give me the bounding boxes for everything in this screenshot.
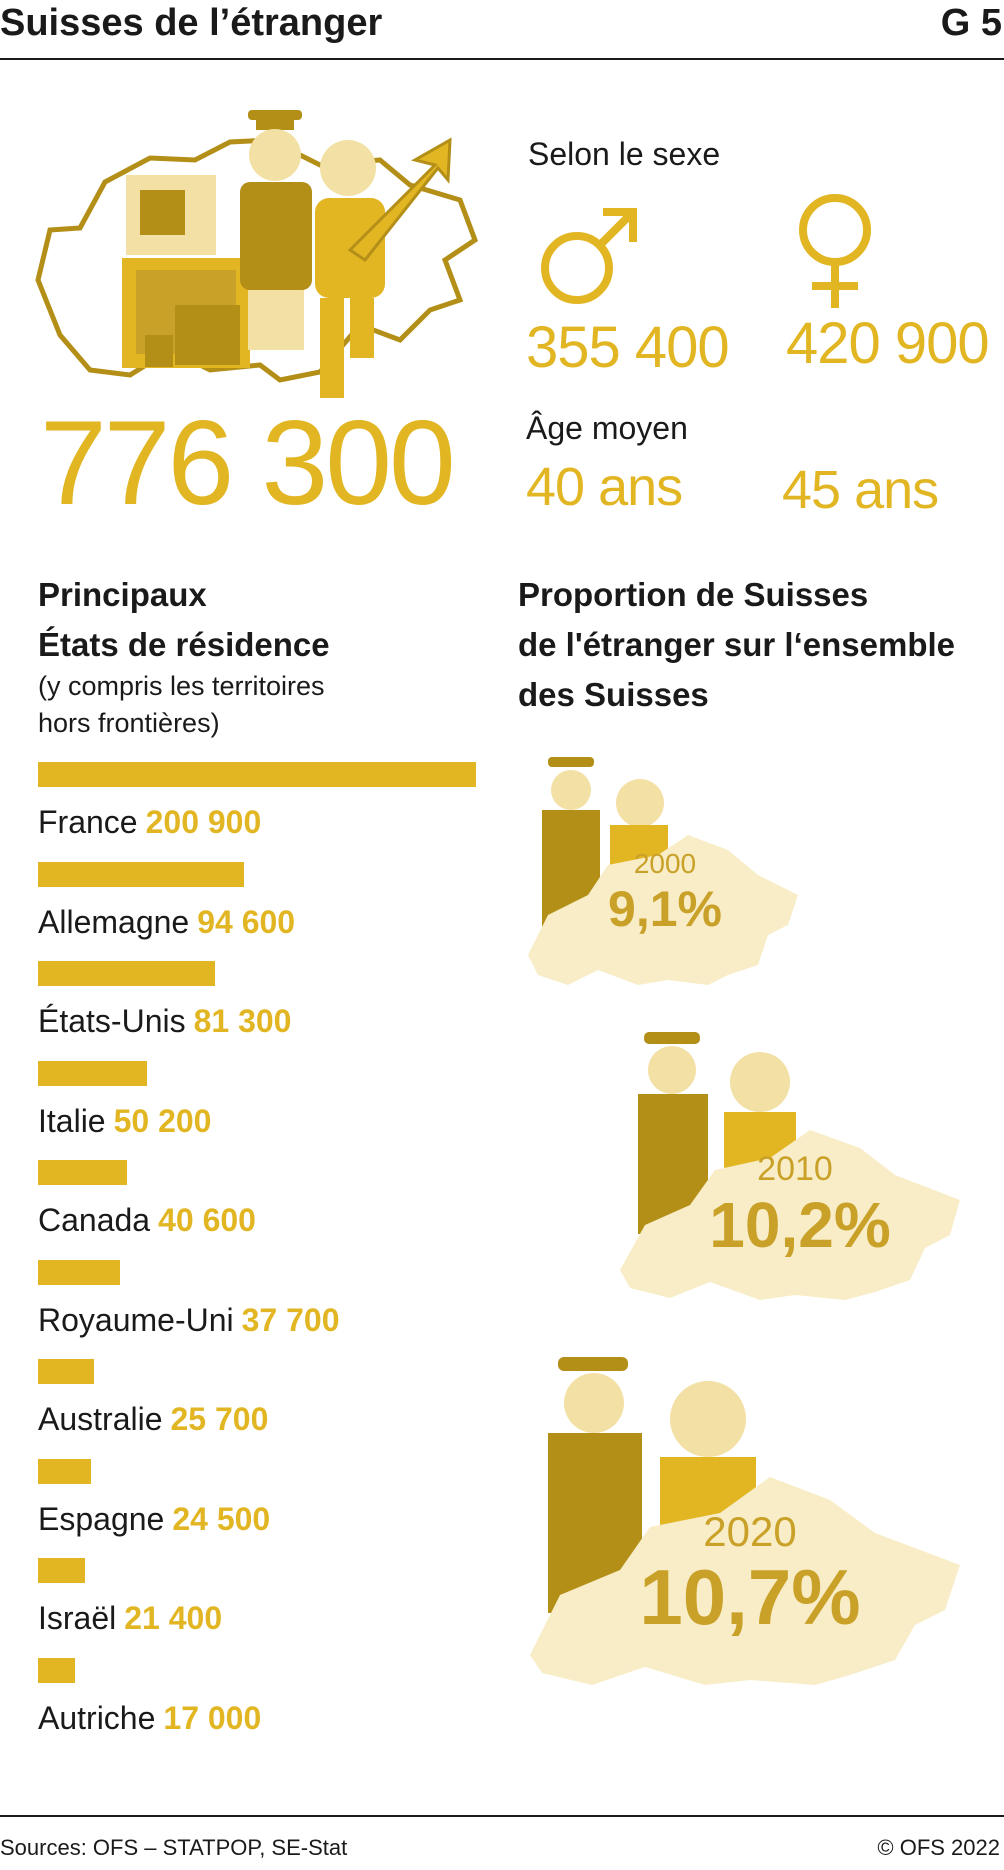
bar-5 bbox=[38, 1259, 120, 1285]
country-value: 17 000 bbox=[163, 1699, 262, 1736]
bar-label-4: Canada 40 600 bbox=[38, 1200, 256, 1240]
residence-title-line2: États de résidence bbox=[38, 626, 330, 663]
swiss-abroad-illustration bbox=[35, 110, 479, 398]
country-name: Israël bbox=[38, 1600, 117, 1636]
woman-head-icon bbox=[320, 140, 376, 196]
proportion-year-2010: 2010 bbox=[757, 1150, 833, 1188]
male-symbol-icon bbox=[541, 208, 637, 304]
bar-9 bbox=[38, 1657, 75, 1683]
bar-label-0: France 200 900 bbox=[38, 802, 261, 842]
footer-rule bbox=[0, 1815, 1004, 1817]
men-count: 355 400 bbox=[526, 315, 730, 380]
proportion-year-2020: 2020 bbox=[703, 1508, 797, 1555]
men-age: 40 ans bbox=[526, 457, 683, 517]
bar-7 bbox=[38, 1458, 91, 1484]
footer-source: Sources: OFS – STATPOP, SE-Stat bbox=[0, 1835, 348, 1860]
arrow-up-icon bbox=[347, 137, 452, 263]
country-value: 40 600 bbox=[158, 1202, 256, 1238]
age-title: Âge moyen bbox=[526, 410, 688, 446]
bar-label-2: États-Unis 81 300 bbox=[38, 1001, 291, 1041]
man-head-icon bbox=[249, 129, 301, 181]
country-value: 21 400 bbox=[124, 1600, 223, 1636]
bar-label-8: Israël 21 400 bbox=[38, 1598, 222, 1638]
sex-title: Selon le sexe bbox=[528, 136, 721, 172]
country-name: France bbox=[38, 804, 138, 840]
country-name: Autriche bbox=[38, 1699, 156, 1736]
country-name: Allemagne bbox=[38, 903, 190, 940]
bar-0 bbox=[38, 762, 476, 787]
proportion-year-2000: 2000 bbox=[633, 848, 697, 879]
bar-6 bbox=[38, 1359, 94, 1384]
proportion-title-line3: des Suisses bbox=[518, 676, 709, 713]
women-age: 45 ans bbox=[782, 460, 939, 520]
country-name: Royaume-Uni bbox=[38, 1301, 234, 1338]
country-value: 81 300 bbox=[193, 1003, 292, 1039]
women-count: 420 900 bbox=[786, 311, 990, 376]
country-value: 94 600 bbox=[197, 903, 296, 940]
bar-3 bbox=[38, 1060, 147, 1086]
country-name: États-Unis bbox=[38, 1003, 186, 1039]
bar-2 bbox=[38, 961, 215, 986]
country-value: 24 500 bbox=[172, 1500, 271, 1537]
bar-label-1: Allemagne 94 600 bbox=[38, 902, 295, 942]
bar-4 bbox=[38, 1160, 127, 1185]
header-rule bbox=[0, 58, 1004, 60]
total-count: 776 300 bbox=[40, 396, 456, 530]
bar-label-5: Royaume-Uni 37 700 bbox=[38, 1300, 340, 1340]
country-name: Canada bbox=[38, 1202, 151, 1238]
country-value: 37 700 bbox=[241, 1301, 340, 1338]
country-name: Espagne bbox=[38, 1500, 165, 1537]
proportion-value-2000: 9,1% bbox=[608, 881, 722, 937]
graphic-code: G 5 bbox=[940, 2, 1002, 44]
proportion-title-line1: Proportion de Suisses bbox=[518, 576, 869, 613]
bar-label-9: Autriche 17 000 bbox=[38, 1698, 261, 1738]
bar-1 bbox=[38, 861, 244, 887]
country-name: Australie bbox=[38, 1401, 163, 1437]
proportion-title-line2: de l'étranger sur l‘ensemble bbox=[518, 626, 956, 663]
bar-8 bbox=[38, 1558, 85, 1583]
man-body-icon bbox=[240, 182, 312, 290]
proportion-value-2020: 10,7% bbox=[639, 1553, 861, 1641]
country-value: 50 200 bbox=[113, 1102, 212, 1139]
residence-subtitle-line1: (y compris les territoires bbox=[38, 671, 325, 701]
page-title: Suisses de l’étranger bbox=[0, 2, 383, 44]
bar-label-6: Australie 25 700 bbox=[38, 1399, 268, 1439]
bar-label-7: Espagne 24 500 bbox=[38, 1499, 270, 1539]
proportion-2010-illustration bbox=[620, 1032, 960, 1300]
country-value: 25 700 bbox=[170, 1401, 269, 1437]
country-value: 200 900 bbox=[145, 804, 262, 840]
suitcase-icon bbox=[175, 305, 240, 365]
proportion-2000-illustration bbox=[528, 757, 798, 985]
residence-title-line1: Principaux bbox=[38, 576, 207, 613]
hat-icon bbox=[248, 110, 302, 120]
proportion-value-2010: 10,2% bbox=[709, 1189, 891, 1261]
footer-copyright: © OFS 2022 bbox=[877, 1835, 1000, 1860]
residence-subtitle-line2: hors frontières) bbox=[38, 708, 220, 738]
bar-label-3: Italie 50 200 bbox=[38, 1101, 211, 1141]
proportion-2020-illustration bbox=[530, 1357, 960, 1685]
female-symbol-icon bbox=[799, 194, 871, 308]
country-name: Italie bbox=[38, 1102, 106, 1139]
